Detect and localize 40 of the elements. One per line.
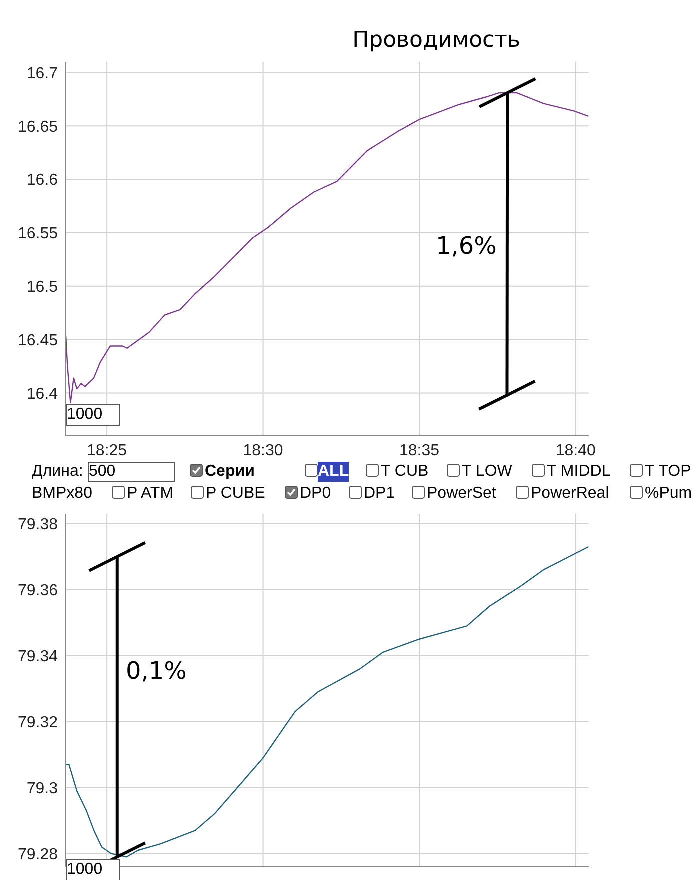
text: ALL [318,462,350,482]
y-tick-label: 79.36 [18,582,58,600]
text: P CUBE [206,484,266,504]
text: %Pum [645,484,692,504]
text: Серии [205,462,255,482]
text: DP1 [364,484,396,504]
y-tick-label: 79.3 [26,780,58,798]
text: P ATM [127,484,174,504]
text: DP0 [300,484,332,504]
line-series [66,92,589,404]
text: BMPx80 [32,484,92,504]
annotation: 1,6% [436,232,497,260]
annotation: 0,1% [126,657,187,685]
text: T TOP [645,462,692,482]
y-tick-label: 79.32 [18,714,58,732]
x-tick-label: 18:30 [243,442,284,460]
y-tick-label: 16.5 [26,279,58,296]
text: T MIDDL [547,462,611,482]
y-tick-label: 16.6 [26,172,58,190]
y-tick-label: 79.28 [18,846,58,864]
x-tick-label: 18:35 [399,442,440,460]
y-tick-label: 79.38 [18,516,58,534]
text-field: 500 [88,462,175,482]
y-tick-label: 16.65 [18,118,58,136]
text: PowerSet [427,484,496,504]
y-tick-label: 16.7 [26,65,58,82]
text-field: 1000 [66,859,120,880]
text: PowerReal [531,484,610,504]
x-tick-label: 18:25 [87,442,128,460]
y-tick-label: 79.34 [18,648,58,666]
text: Длина: [32,462,84,482]
chart-title: Проводимость [352,28,520,53]
y-tick-label: 16.4 [26,386,58,403]
text-field: 1000 [66,404,120,426]
y-tick-label: 16.45 [18,332,58,350]
y-tick-label: 16.55 [18,226,58,243]
line-series [66,546,589,858]
text: T CUB [381,462,429,482]
text: T LOW [462,462,512,482]
x-tick-label: 18:40 [556,442,596,460]
